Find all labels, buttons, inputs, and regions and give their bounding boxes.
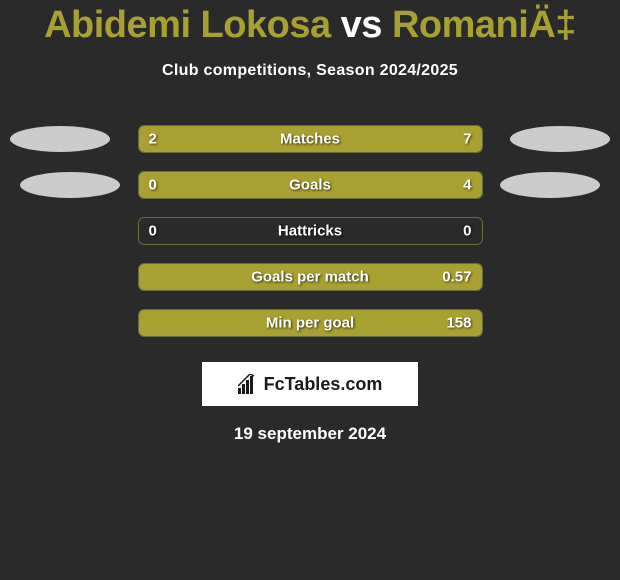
stat-bar: 0.57 Goals per match: [138, 263, 483, 291]
brand-label: FcTables.com: [264, 374, 383, 395]
subtitle: Club competitions, Season 2024/2025: [0, 62, 620, 80]
stat-value-right: 0: [463, 223, 471, 240]
stat-value-right: 4: [463, 177, 471, 194]
stat-row: 0 4 Goals: [0, 162, 620, 208]
stat-label: Matches: [280, 131, 340, 148]
title-player1: Abidemi Lokosa: [44, 4, 331, 46]
stat-bar: 2 7 Matches: [138, 125, 483, 153]
stat-value-right: 158: [446, 315, 471, 332]
stat-row: 0 0 Hattricks: [0, 208, 620, 254]
stat-value-left: 0: [149, 223, 157, 240]
stat-bar: 158 Min per goal: [138, 309, 483, 337]
title-vs: vs: [331, 4, 392, 46]
stat-row: 158 Min per goal: [0, 300, 620, 346]
stat-value-right: 0.57: [442, 269, 471, 286]
player2-marker: [510, 126, 610, 152]
stat-value-left: 0: [149, 177, 157, 194]
player1-marker: [20, 172, 120, 198]
stat-label: Goals per match: [251, 269, 369, 286]
player2-marker: [500, 172, 600, 198]
title-player2: RomaniÄ‡: [392, 4, 576, 46]
brand-watermark: FcTables.com: [202, 362, 418, 406]
stat-row: 0.57 Goals per match: [0, 254, 620, 300]
bar-chart-icon: [238, 374, 260, 394]
stat-row: 2 7 Matches: [0, 116, 620, 162]
comparison-chart: 2 7 Matches 0 4 Goals 0 0 Hattricks 0.57 Goals per…: [0, 116, 620, 346]
page-title: Abidemi Lokosa vs RomaniÄ‡: [0, 0, 620, 44]
stat-label: Hattricks: [278, 223, 342, 240]
bar-fill-right: [214, 126, 482, 152]
stat-value-right: 7: [463, 131, 471, 148]
stat-value-left: 2: [149, 131, 157, 148]
stat-bar: 0 0 Hattricks: [138, 217, 483, 245]
stat-bar: 0 4 Goals: [138, 171, 483, 199]
date-label: 19 september 2024: [0, 424, 620, 444]
player1-marker: [10, 126, 110, 152]
stat-label: Min per goal: [266, 315, 354, 332]
stat-label: Goals: [289, 177, 331, 194]
